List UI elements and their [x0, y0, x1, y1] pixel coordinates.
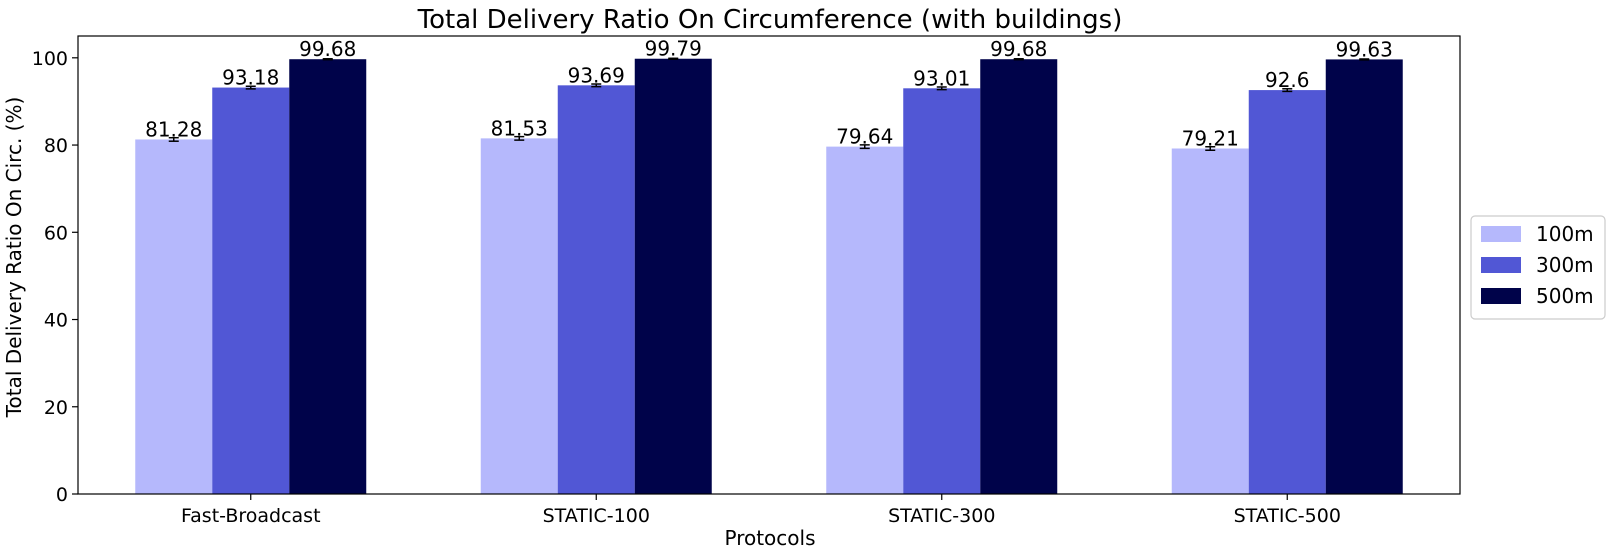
legend-swatch-300m: [1481, 257, 1521, 273]
data-label-500m-STATIC-100: 99.79: [645, 37, 702, 61]
data-label-100m-Fast-Broadcast: 81.28: [145, 117, 202, 141]
data-label-300m-STATIC-300: 93.01: [913, 66, 970, 90]
y-tick-label-80: 80: [44, 135, 68, 157]
chart-title: Total Delivery Ratio On Circumference (w…: [417, 5, 1123, 35]
x-tick-label-STATIC-500: STATIC-500: [1234, 505, 1341, 527]
plot-area: 81.28 93.18 99.68 Fast-Broadcast 81.53 93.69 9…: [32, 35, 1461, 527]
data-label-100m-STATIC-500: 79.21: [1182, 126, 1239, 150]
bar-500m-STATIC-300: [980, 59, 1058, 495]
legend-label-100m: 100m: [1536, 222, 1594, 246]
y-axis-label: Total Delivery Ratio On Circ. (%): [2, 97, 26, 419]
bar-100m-STATIC-100: [480, 138, 558, 494]
bar-300m-STATIC-500: [1248, 90, 1326, 494]
data-label-100m-STATIC-100: 81.53: [491, 116, 548, 140]
x-tick-label-STATIC-300: STATIC-300: [888, 505, 995, 527]
y-tick-label-60: 60: [44, 222, 68, 244]
y-tick-label-40: 40: [44, 310, 68, 332]
data-label-300m-STATIC-500: 92.6: [1265, 68, 1310, 92]
x-tick-label-Fast-Broadcast: Fast-Broadcast: [181, 505, 321, 527]
bar-300m-STATIC-300: [903, 88, 981, 495]
bar-500m-Fast-Broadcast: [289, 59, 367, 495]
bar-100m-STATIC-300: [826, 146, 904, 494]
plot-frame: [77, 35, 1461, 495]
y-tick-label-100: 100: [32, 48, 68, 70]
data-label-500m-STATIC-500: 99.63: [1336, 37, 1393, 61]
data-label-500m-STATIC-300: 99.68: [990, 37, 1047, 61]
bar-100m-Fast-Broadcast: [135, 139, 213, 494]
bar-300m-STATIC-100: [557, 85, 635, 494]
bar-100m-STATIC-500: [1171, 148, 1249, 495]
x-axis-label: Protocols: [724, 526, 815, 550]
data-label-300m-Fast-Broadcast: 93.18: [222, 66, 279, 90]
bar-300m-Fast-Broadcast: [212, 87, 290, 494]
y-tick-label-0: 0: [56, 484, 68, 506]
legend-label-500m: 500m: [1536, 284, 1594, 308]
data-label-500m-Fast-Broadcast: 99.68: [299, 37, 356, 61]
legend-swatch-100m: [1481, 226, 1521, 242]
y-tick-label-20: 20: [44, 397, 68, 419]
legend-swatch-500m: [1481, 288, 1521, 304]
bar-500m-STATIC-100: [634, 58, 712, 494]
data-label-300m-STATIC-100: 93.69: [568, 63, 625, 87]
legend: 100m 300m 500m: [1470, 215, 1606, 320]
data-label-100m-STATIC-300: 79.64: [836, 125, 893, 149]
x-tick-label-STATIC-100: STATIC-100: [543, 505, 650, 527]
legend-label-300m: 300m: [1536, 253, 1594, 277]
bar-500m-STATIC-500: [1325, 59, 1403, 495]
